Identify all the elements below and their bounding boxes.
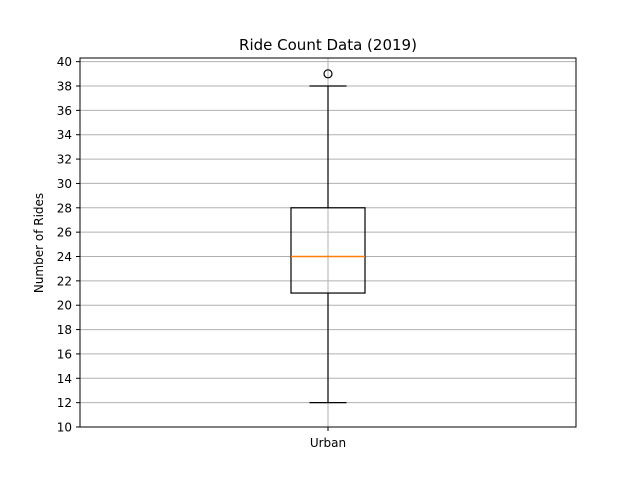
- y-axis-label: Number of Rides: [32, 193, 46, 293]
- y-tick-label: 26: [57, 226, 72, 240]
- y-tick-label: 24: [57, 250, 72, 264]
- y-tick-label: 14: [57, 372, 72, 386]
- y-tick-label: 12: [57, 396, 72, 410]
- iqr-box: [290, 207, 366, 294]
- y-tick-label: 16: [57, 347, 72, 361]
- y-tick-label: 34: [57, 128, 72, 142]
- y-tick-label: 18: [57, 323, 72, 337]
- y-tick-label: 36: [57, 104, 72, 118]
- y-tick-label: 10: [57, 421, 72, 435]
- x-tick-label: Urban: [310, 436, 346, 450]
- y-tick-label: 32: [57, 153, 72, 167]
- y-tick-label: 28: [57, 201, 72, 215]
- y-tick-label: 22: [57, 274, 72, 288]
- plot-layer: [290, 69, 366, 404]
- y-tick-label: 38: [57, 80, 72, 94]
- y-tick-label: 40: [57, 55, 72, 69]
- outlier-point: [323, 69, 333, 79]
- y-tick-label: 20: [57, 299, 72, 313]
- y-tick-label: 30: [57, 177, 72, 191]
- axis-layer: 10 12 14 16 18 20 22 24 26 28 30 32 34 36 38 40 Urban: [57, 55, 346, 450]
- chart-title: Ride Count Data (2019): [239, 36, 417, 54]
